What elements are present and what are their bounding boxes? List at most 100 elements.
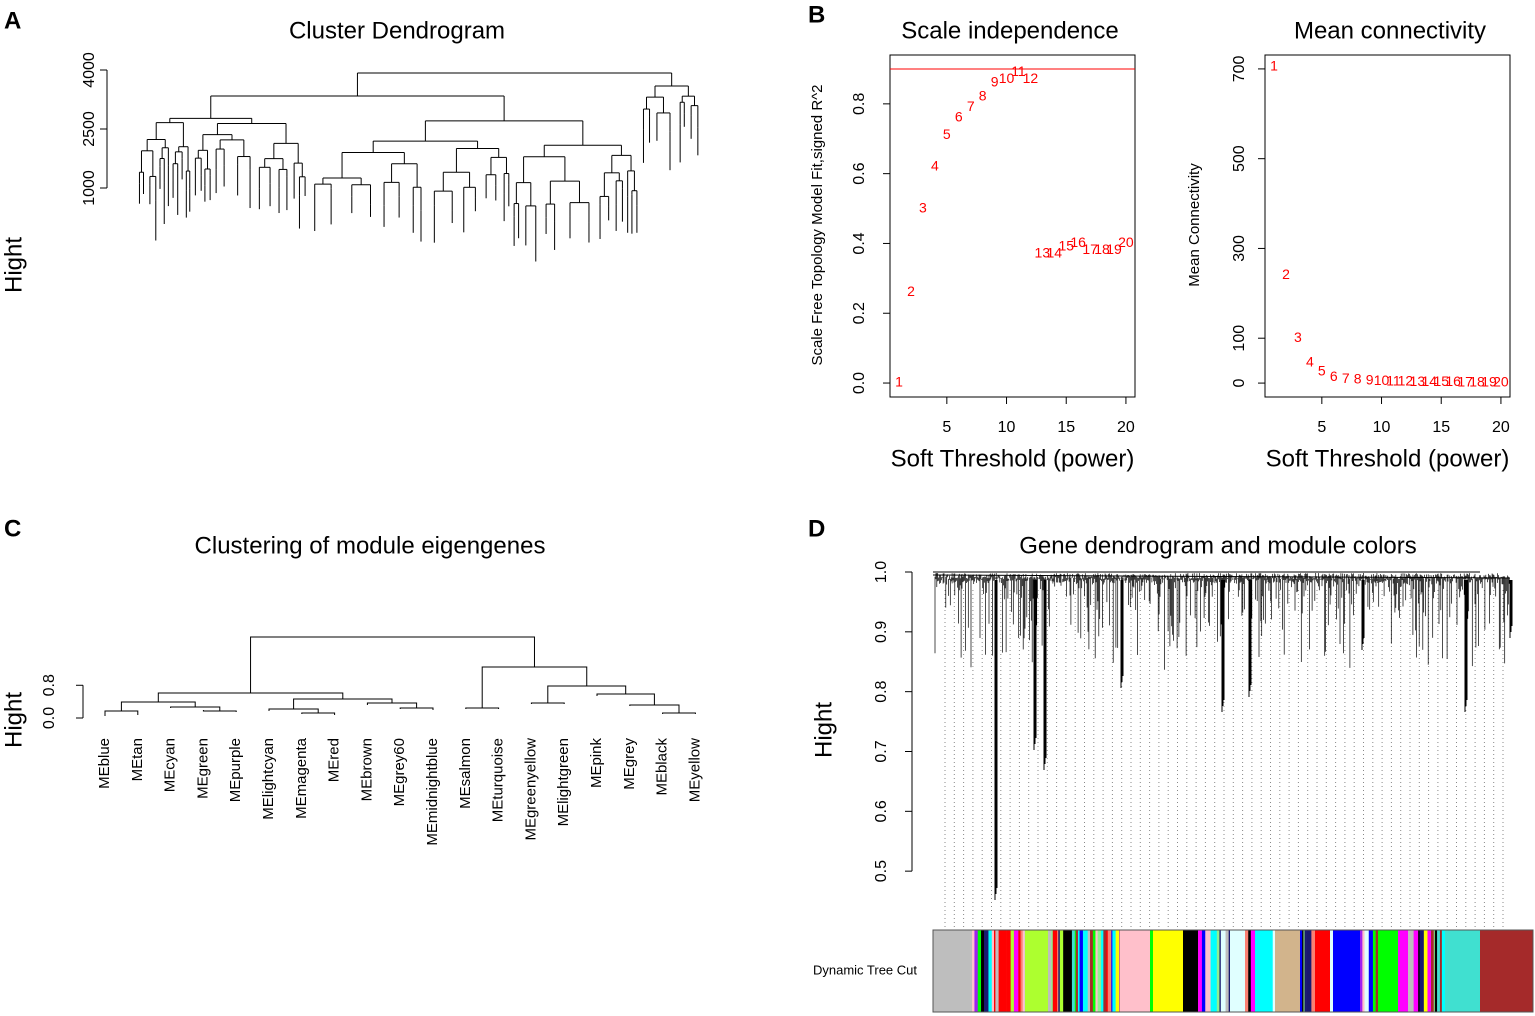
point-label: 14 [1421, 373, 1437, 389]
module-stripe [1082, 930, 1088, 1012]
module-stripe [1418, 930, 1420, 1012]
y-axis-label: Hight [0, 237, 27, 293]
leaf-label: MEmidnightblue [424, 738, 441, 846]
leaf-label: MEpink [588, 738, 605, 789]
module-stripe [1303, 930, 1305, 1012]
module-block [1183, 930, 1198, 1012]
module-stripe [1439, 930, 1443, 1012]
tree-branch [268, 708, 319, 713]
module-stripe [1411, 930, 1414, 1012]
module-stripe [1071, 930, 1076, 1012]
y-tick-label: 700 [1231, 55, 1248, 82]
module-stripe [1051, 930, 1054, 1012]
chart-title: Clustering of module eigengenes [195, 532, 546, 559]
point-label: 20 [1118, 234, 1134, 250]
module-stripe [1087, 930, 1091, 1012]
point-label: 15 [1058, 238, 1074, 254]
tree-branch [596, 693, 655, 705]
y-tick-label: 0.8 [873, 680, 890, 702]
point-label: 3 [919, 199, 927, 215]
module-stripe [1063, 930, 1069, 1012]
point-label: 8 [1354, 371, 1362, 387]
module-stripe [1112, 930, 1116, 1012]
x-tick-label: 5 [942, 419, 951, 436]
module-stripe [1302, 930, 1304, 1012]
point-label: 7 [967, 98, 975, 114]
point-label: 18 [1469, 373, 1485, 389]
module-stripe [1245, 930, 1249, 1012]
module-stripe [1001, 930, 1007, 1012]
module-stripe [1057, 930, 1059, 1012]
module-stripe [1364, 930, 1370, 1012]
point-label: 20 [1493, 373, 1509, 389]
module-stripe [1107, 930, 1112, 1012]
module-stripe [1272, 930, 1276, 1012]
point-label: 19 [1481, 373, 1497, 389]
y-tick-label: 0.0 [41, 707, 58, 729]
module-stripe [1212, 930, 1218, 1012]
point-label: 4 [1306, 354, 1314, 370]
point-label: 16 [1070, 234, 1086, 250]
module-stripe [1052, 930, 1058, 1012]
y-tick-label: 0.6 [851, 162, 868, 184]
module-block [1378, 930, 1398, 1012]
y-tick-label: 0.6 [873, 800, 890, 822]
y-axis-label: Mean Connectivity [1186, 163, 1203, 287]
point-label: 11 [1011, 63, 1026, 79]
module-stripe [1075, 930, 1079, 1012]
y-tick-label: 2500 [81, 111, 98, 147]
x-tick-label: 15 [1432, 419, 1450, 436]
x-axis-label: Soft Threshold (power) [891, 445, 1135, 472]
module-stripe [1248, 930, 1252, 1012]
module-stripe [1311, 930, 1316, 1012]
module-stripe [1106, 930, 1109, 1012]
y-tick-label: 0.2 [851, 302, 868, 324]
point-label: 12 [1398, 372, 1414, 388]
point-label: 2 [1282, 266, 1290, 282]
module-stripe [1419, 930, 1425, 1012]
color-bar-frame [932, 929, 1534, 1013]
x-tick-label: 20 [1492, 419, 1510, 436]
y-tick-label: 4000 [81, 52, 98, 88]
x-tick-label: 10 [1373, 419, 1391, 436]
panel-label: D [808, 515, 825, 542]
tree-branch [250, 636, 535, 693]
module-stripe [1433, 930, 1436, 1012]
tree-branch [157, 692, 344, 702]
module-stripe [998, 930, 1002, 1012]
module-stripe [1362, 930, 1365, 1012]
chart-title: Cluster Dendrogram [289, 17, 505, 44]
module-stripe [1216, 930, 1220, 1012]
leaf-label: MEturquoise [490, 738, 507, 822]
leaf-label: MEpurple [227, 738, 244, 802]
leaf-label: MEred [326, 738, 343, 782]
module-stripe [981, 930, 985, 1012]
point-label: 11 [1386, 372, 1401, 388]
leaf-label: MEgrey [621, 738, 638, 790]
module-stripe [1115, 930, 1120, 1012]
y-axis-label: Scale Free Topology Model Fit,signed R^2 [809, 84, 826, 365]
module-stripe [1304, 930, 1307, 1012]
y-axis-label: Hight [0, 692, 27, 748]
module-stripe [1111, 930, 1113, 1012]
panel-label: A [4, 7, 21, 34]
leaf-label: MEblack [654, 738, 671, 796]
point-label: 8 [979, 88, 987, 104]
module-stripe [1079, 930, 1084, 1012]
module-stripe [1205, 930, 1208, 1012]
module-stripe [1013, 930, 1019, 1012]
module-block [1255, 930, 1270, 1012]
module-stripe [1067, 930, 1073, 1012]
panel-label: B [808, 1, 825, 28]
chart-title: Mean connectivity [1294, 17, 1486, 44]
y-tick-label: 0.4 [851, 232, 868, 254]
tree-branch [629, 704, 680, 713]
x-axis-label: Soft Threshold (power) [1266, 445, 1510, 472]
module-stripe [1095, 930, 1098, 1012]
point-label: 18 [1094, 241, 1110, 257]
point-label: 6 [955, 109, 963, 125]
module-stripe [1048, 930, 1052, 1012]
module-stripe [1006, 930, 1011, 1012]
y-tick-label: 0.5 [873, 860, 890, 882]
module-block [1333, 930, 1360, 1012]
